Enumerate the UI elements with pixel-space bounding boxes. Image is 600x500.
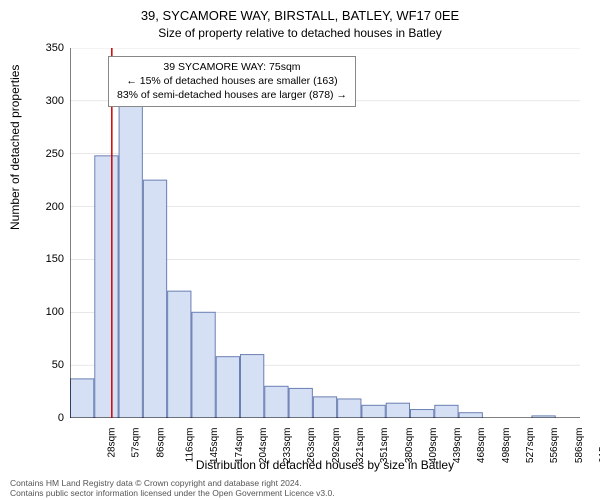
y-tick-label: 350 [34, 42, 64, 54]
y-tick-label: 0 [34, 412, 64, 424]
annotation-line3: 83% of semi-detached houses are larger (… [117, 88, 347, 102]
footer-line1: Contains HM Land Registry data © Crown c… [10, 478, 335, 488]
histogram-bar [459, 413, 482, 418]
histogram-bar [338, 399, 361, 418]
chart-container: 39, SYCAMORE WAY, BIRSTALL, BATLEY, WF17… [0, 0, 600, 500]
attribution-footer: Contains HM Land Registry data © Crown c… [10, 478, 335, 498]
y-tick-label: 200 [34, 201, 64, 213]
x-axis-label: Distribution of detached houses by size … [70, 458, 580, 472]
histogram-bar [313, 397, 336, 418]
y-tick-label: 50 [34, 359, 64, 371]
histogram-bar [435, 405, 458, 418]
histogram-bar [411, 410, 434, 418]
chart-title-subtitle: Size of property relative to detached ho… [0, 26, 600, 40]
histogram-bar [71, 379, 94, 418]
histogram-bar [95, 156, 118, 418]
histogram-bar [265, 386, 288, 418]
histogram-bar [168, 291, 191, 418]
y-axis-label: Number of detached properties [8, 65, 22, 230]
histogram-bar [386, 403, 409, 418]
footer-line2: Contains public sector information licen… [10, 488, 335, 498]
annotation-line1: 39 SYCAMORE WAY: 75sqm [117, 60, 347, 74]
x-tick-label: 86sqm [155, 428, 166, 458]
y-tick-label: 100 [34, 306, 64, 318]
histogram-bar [143, 180, 166, 418]
histogram-bar [216, 357, 239, 418]
annotation-box: 39 SYCAMORE WAY: 75sqm ← 15% of detached… [108, 56, 356, 107]
y-tick-label: 300 [34, 95, 64, 107]
histogram-bar [192, 312, 215, 418]
y-tick-label: 250 [34, 148, 64, 160]
histogram-bar [362, 405, 385, 418]
x-tick-label: 57sqm [131, 428, 142, 458]
y-tick-label: 150 [34, 253, 64, 265]
histogram-bar [241, 355, 264, 418]
annotation-line2: ← 15% of detached houses are smaller (16… [117, 74, 347, 88]
histogram-bar [289, 388, 312, 418]
x-tick-label: 28sqm [107, 428, 118, 458]
histogram-bar [119, 101, 142, 418]
chart-title-address: 39, SYCAMORE WAY, BIRSTALL, BATLEY, WF17… [0, 8, 600, 23]
